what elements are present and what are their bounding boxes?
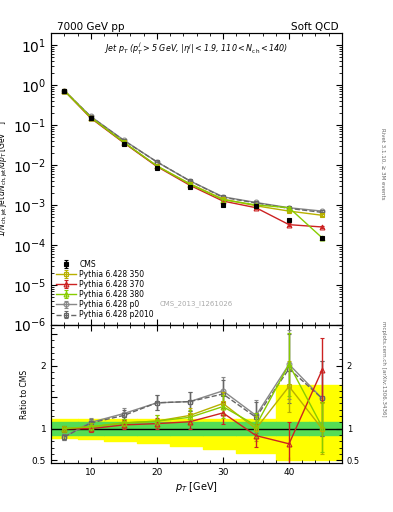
Y-axis label: $1/N_{\rm ch,jet}\,{\rm jet}\,dN_{\rm ch,jet}/dp_T\,[{\rm GeV}^{-1}]$: $1/N_{\rm ch,jet}\,{\rm jet}\,dN_{\rm ch… bbox=[0, 121, 10, 237]
Text: Rivet 3.1.10, ≥ 3M events: Rivet 3.1.10, ≥ 3M events bbox=[381, 128, 386, 200]
Text: Jet $p_T$ ($p_T^j$$>$5 GeV, $|\eta^j|$$<$1.9, 110$<$$N_{\rm ch}$$<$140): Jet $p_T$ ($p_T^j$$>$5 GeV, $|\eta^j|$$<… bbox=[105, 40, 288, 57]
Text: mcplots.cern.ch [arXiv:1306.3436]: mcplots.cern.ch [arXiv:1306.3436] bbox=[381, 321, 386, 416]
Y-axis label: Ratio to CMS: Ratio to CMS bbox=[20, 370, 29, 418]
Text: Soft QCD: Soft QCD bbox=[291, 22, 339, 32]
X-axis label: $p_T$ [GeV]: $p_T$ [GeV] bbox=[175, 480, 218, 494]
Legend: CMS, Pythia 6.428 350, Pythia 6.428 370, Pythia 6.428 380, Pythia 6.428 p0, Pyth: CMS, Pythia 6.428 350, Pythia 6.428 370,… bbox=[53, 257, 157, 323]
Text: 7000 GeV pp: 7000 GeV pp bbox=[57, 22, 125, 32]
Text: CMS_2013_I1261026: CMS_2013_I1261026 bbox=[160, 301, 233, 307]
